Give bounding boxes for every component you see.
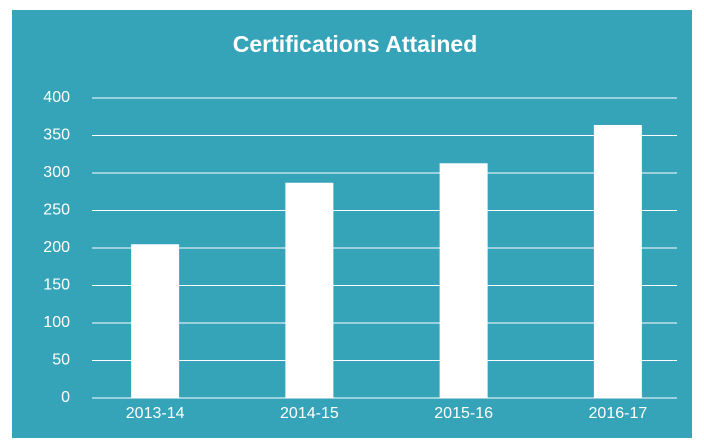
y-tick-label: 150	[43, 277, 70, 294]
bar	[285, 182, 334, 398]
chart-background	[12, 10, 692, 438]
y-tick-label: 0	[61, 389, 70, 406]
x-tick-label: 2015-16	[434, 405, 493, 422]
y-tick-label: 400	[43, 89, 70, 106]
x-tick-label: 2016-17	[589, 405, 648, 422]
x-tick-label: 2014-15	[280, 405, 339, 422]
y-tick-label: 200	[43, 239, 70, 256]
y-tick-label: 250	[43, 202, 70, 219]
y-tick-label: 300	[43, 164, 70, 181]
y-tick-label: 100	[43, 314, 70, 331]
chart-title: Certifications Attained	[233, 31, 478, 57]
bar	[131, 244, 180, 398]
y-tick-label: 350	[43, 127, 70, 144]
bar	[593, 125, 642, 398]
bar	[439, 163, 488, 398]
y-tick-label: 50	[52, 352, 70, 369]
x-tick-label: 2013-14	[126, 405, 185, 422]
